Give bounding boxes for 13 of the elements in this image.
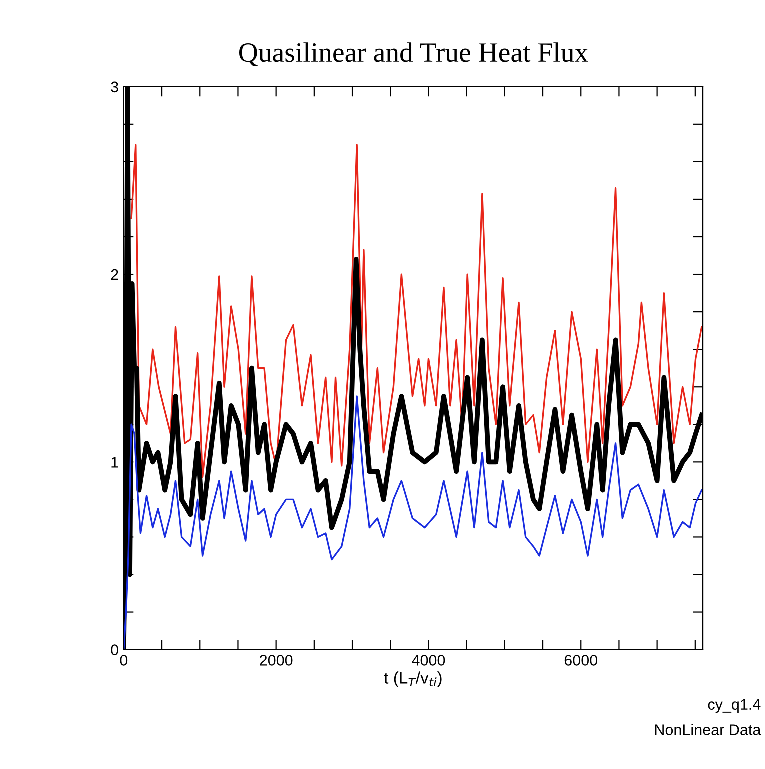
x-tick-label: 2000 xyxy=(260,655,293,666)
line-series xyxy=(130,144,703,478)
text: cy_q1.4 xyxy=(708,699,761,714)
text: NonLinear Data xyxy=(655,724,762,736)
x-tick-label: 6000 xyxy=(564,655,598,666)
chart-title: Quasilinear and True Heat Flux xyxy=(239,42,588,66)
y-tick-label: 2 xyxy=(111,269,118,280)
y-tick-label: 1 xyxy=(112,457,118,468)
y-tick-label: 0 xyxy=(111,644,118,656)
x-tick-label: 0 xyxy=(120,655,128,666)
x-tick-label: 4000 xyxy=(412,655,446,666)
y-tick-label: 3 xyxy=(111,82,118,93)
x-axis-title: t (L$_{T}$/v$_{ti}$) xyxy=(384,672,442,688)
